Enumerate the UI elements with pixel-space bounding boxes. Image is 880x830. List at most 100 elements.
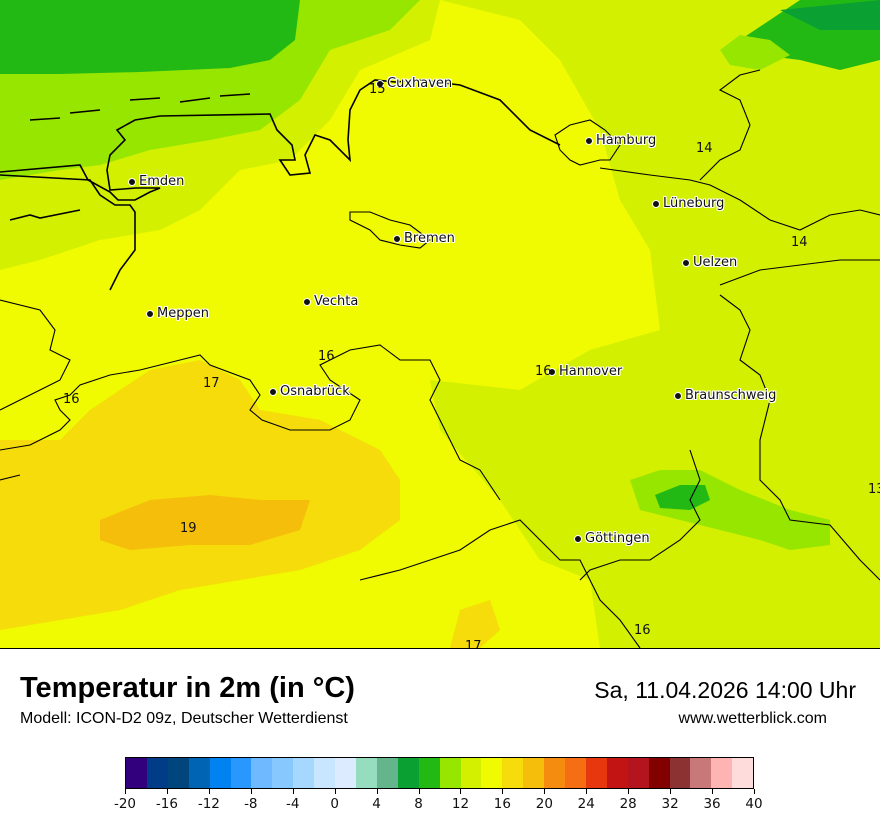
colorbar-tick-label: -4 — [285, 796, 300, 812]
temperature-value: 13 — [868, 482, 880, 497]
city-marker-icon — [146, 309, 154, 318]
colorbar-segment — [460, 758, 482, 788]
colorbar-tick-label: 36 — [703, 796, 721, 812]
colorbar-tick-label: 32 — [661, 796, 679, 812]
temperature-value: 17 — [465, 639, 482, 649]
colorbar-tick-mark — [125, 789, 126, 794]
city-marker-icon — [574, 534, 582, 543]
colorbar-tick-label: 28 — [619, 796, 637, 812]
colorbar-tick-mark — [376, 789, 378, 794]
colorbar-tick-label: -8 — [244, 796, 258, 812]
city-emden: Emden — [128, 175, 184, 188]
colorbar-segment — [230, 758, 252, 788]
city-marker-icon — [652, 199, 660, 208]
colorbar-tick-label: -16 — [155, 796, 178, 812]
temperature-map: Cuxhaven Hamburg Emden Lüneburg Bremen U… — [0, 0, 880, 649]
temperature-value: 15 — [369, 82, 386, 97]
city-marker-icon — [548, 367, 556, 376]
forecast-datetime: Sa, 11.04.2026 14:00 Uhr — [594, 677, 856, 703]
colorbar-segment — [544, 758, 566, 788]
colorbar-segment — [627, 758, 649, 788]
model-info: Modell: ICON-D2 09z, Deutscher Wetterdie… — [20, 710, 348, 727]
city-bremen: Bremen — [393, 232, 455, 245]
temperature-value: 16 — [318, 349, 335, 364]
website-link[interactable]: www.wetterblick.com — [678, 710, 827, 727]
colorbar-segment — [355, 758, 377, 788]
colorbar-tick-mark — [502, 789, 504, 794]
colorbar-tick-mark — [292, 789, 294, 794]
colorbar-tick-mark — [712, 789, 714, 794]
colorbar-segment — [439, 758, 461, 788]
colorbar-tick-label: -20 — [113, 796, 137, 812]
colorbar-segment — [188, 758, 210, 788]
city-uelzen: Uelzen — [682, 256, 737, 269]
city-lueneburg: Lüneburg — [652, 197, 724, 210]
colorbar-tick-mark — [628, 789, 630, 794]
city-cuxhaven: Cuxhaven — [376, 77, 452, 90]
colorbar-tick-mark — [418, 789, 420, 794]
city-marker-icon — [269, 387, 277, 396]
city-hannover: Hannover — [548, 365, 622, 378]
temperature-value: 17 — [203, 376, 220, 391]
colorbar-tick-label: 20 — [535, 796, 553, 812]
city-marker-icon — [682, 258, 690, 267]
city-marker-icon — [128, 177, 136, 186]
colorbar-tick-label: 24 — [577, 796, 595, 812]
city-hamburg: Hamburg — [585, 134, 656, 147]
colorbar-tick-mark — [460, 789, 462, 794]
city-vechta: Vechta — [303, 295, 358, 308]
colorbar-segment — [126, 758, 147, 788]
temperature-field — [0, 0, 880, 648]
colorbar-segment — [523, 758, 545, 788]
colorbar-tick-mark — [166, 789, 168, 794]
temperature-value: 16 — [634, 623, 651, 638]
city-goettingen: Göttingen — [574, 532, 650, 545]
city-marker-icon — [674, 391, 682, 400]
colorbar-segment — [418, 758, 440, 788]
colorbar-segment — [481, 758, 503, 788]
colorbar-tick-mark — [544, 789, 546, 794]
colorbar-segment — [711, 758, 733, 788]
colorbar-segment — [690, 758, 712, 788]
temperature-value: 19 — [180, 521, 197, 536]
colorbar-segment — [314, 758, 336, 788]
colorbar-tick-label: 12 — [451, 796, 470, 812]
colorbar-segment — [293, 758, 315, 788]
colorbar-tick-label: 16 — [493, 796, 511, 812]
colorbar-tick-mark — [754, 789, 755, 794]
city-marker-icon — [585, 136, 593, 145]
colorbar-segment — [146, 758, 168, 788]
temperature-value: 16 — [535, 364, 552, 379]
city-braunschweig: Braunschweig — [674, 389, 776, 402]
colorbar-segment — [376, 758, 398, 788]
colorbar-tick-label: 40 — [745, 796, 763, 812]
colorbar-segment — [585, 758, 607, 788]
city-meppen: Meppen — [146, 307, 209, 320]
colorbar-segment — [272, 758, 294, 788]
colorbar-tick-mark — [208, 789, 210, 794]
colorbar-segment — [251, 758, 273, 788]
temperature-value: 14 — [696, 141, 713, 156]
temperature-value: 16 — [63, 392, 80, 407]
colorbar-segment — [167, 758, 189, 788]
colorbar-tick-label: 4 — [372, 796, 381, 812]
colorbar-segment — [669, 758, 691, 788]
colorbar-ticks: -20 -16 -12 -8 -4 0 4 8 12 16 20 24 28 32 36 40 — [114, 789, 763, 819]
colorbar-segment — [648, 758, 670, 788]
colorbar-segment — [606, 758, 628, 788]
colorbar-tick-mark — [250, 789, 252, 794]
colorbar-tick-mark — [586, 789, 588, 794]
city-marker-icon — [303, 297, 311, 306]
colorbar-tick-label: 0 — [330, 796, 339, 812]
colorbar-segment — [732, 758, 754, 788]
colorbar-tick-label: -12 — [197, 796, 220, 812]
colorbar-tick-mark — [334, 789, 336, 794]
city-osnabrueck: Osnabrück — [269, 385, 350, 398]
colorbar-segment — [209, 758, 231, 788]
colorbar-tick-label: 8 — [414, 796, 423, 812]
colorbar-segment — [565, 758, 586, 788]
colorbar-segment — [335, 758, 356, 788]
temperature-value: 14 — [791, 235, 808, 250]
city-marker-icon — [393, 234, 401, 243]
map-title: Temperatur in 2m (in °C) — [20, 672, 355, 704]
